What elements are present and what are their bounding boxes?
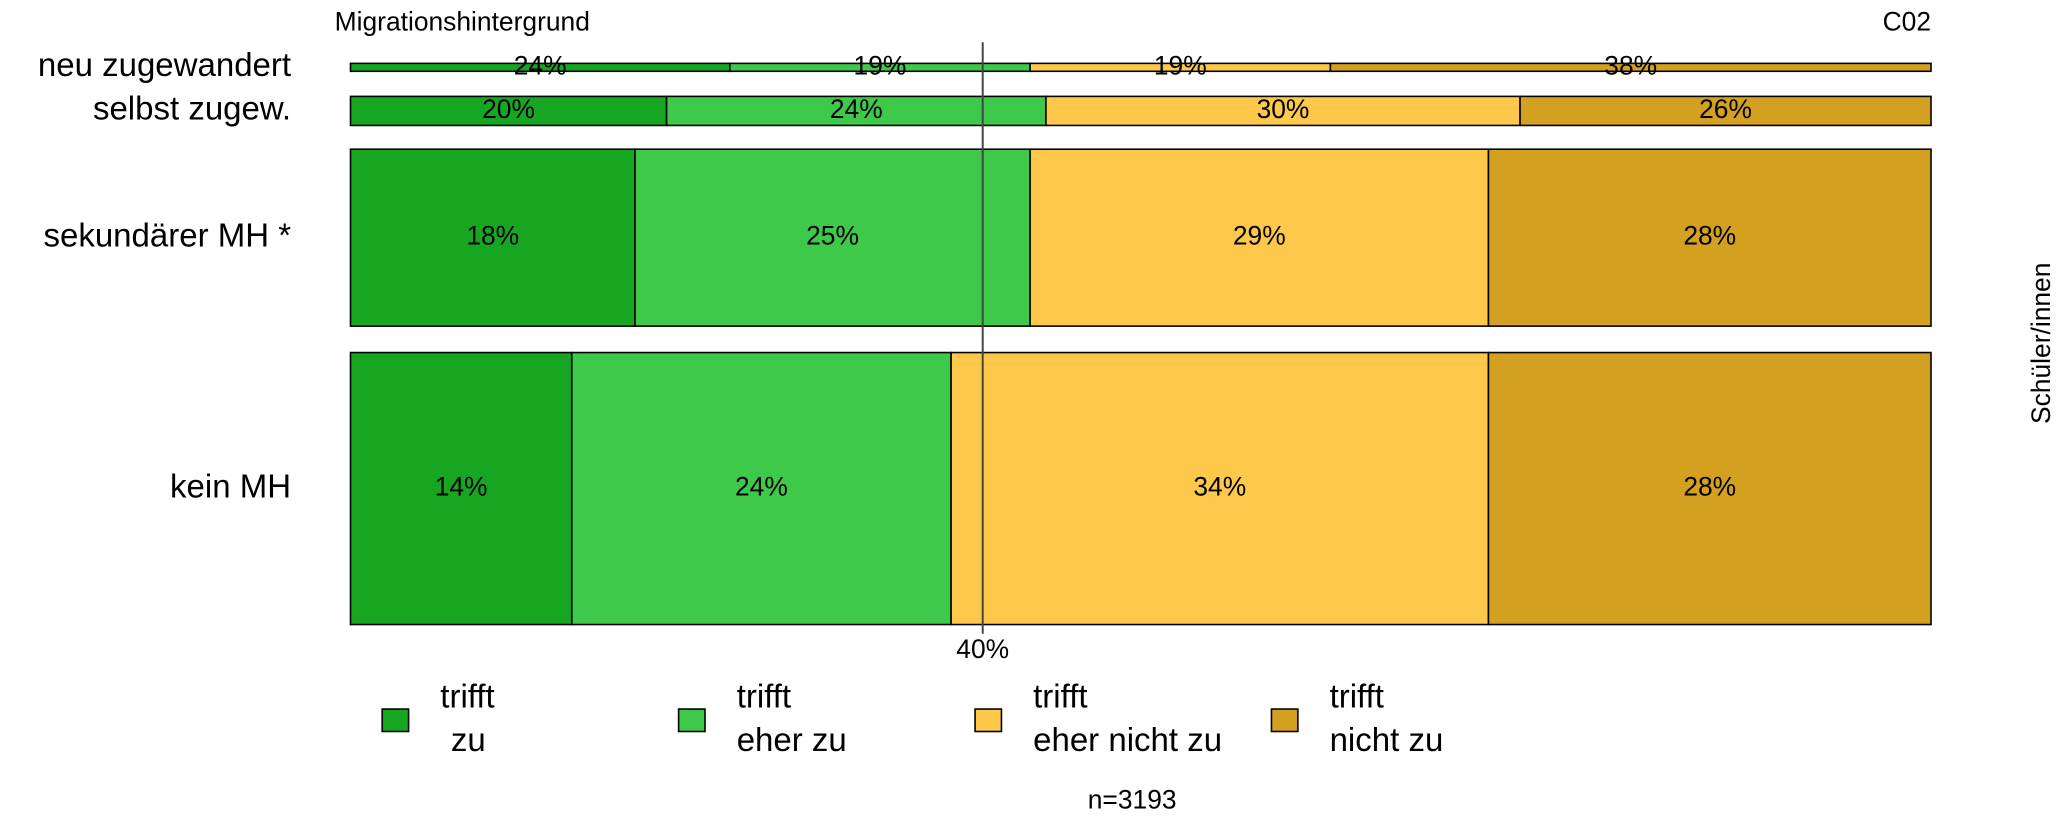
category-label: neu zugewandert (38, 46, 291, 83)
bar-segment (349, 148, 636, 327)
bar-segment (1045, 95, 1521, 127)
legend-swatch (974, 708, 1003, 733)
category-label: kein MH (170, 467, 291, 504)
bar-segment (1487, 351, 1932, 626)
subtitle: Migrationshintergrund (335, 7, 590, 37)
bar-segment (1329, 62, 1932, 73)
value-label: 24% (514, 50, 567, 80)
legend-label: trifft eher nicht zu (1033, 677, 1222, 758)
value-label: 29% (1233, 221, 1286, 251)
legend-label: trifft nicht zu (1330, 677, 1444, 758)
value-label: 30% (1257, 94, 1310, 124)
value-label: 25% (806, 221, 859, 251)
value-label: 34% (1193, 472, 1246, 502)
value-label: 19% (1154, 50, 1207, 80)
legend-swatch (381, 708, 410, 733)
value-label: 24% (830, 94, 883, 124)
value-label: 18% (466, 221, 519, 251)
legend-swatch (677, 708, 706, 733)
note: n=3193 (1088, 784, 1177, 814)
right-label: Schüler/innen (2026, 263, 2056, 424)
reference-label: 40% (956, 634, 1009, 664)
value-label: 20% (482, 94, 535, 124)
category-label: selbst zugew. (93, 90, 291, 127)
value-label: 24% (735, 472, 788, 502)
legend-label: trifft zu (440, 677, 494, 758)
value-label: 28% (1683, 221, 1736, 251)
value-label: 38% (1604, 50, 1657, 80)
code: C02 (1883, 7, 1931, 37)
legend-label: trifft eher zu (737, 677, 847, 758)
value-label: 28% (1683, 472, 1736, 502)
category-label: sekundärer MH * (43, 216, 291, 253)
value-label: 14% (435, 472, 488, 502)
value-label: 26% (1699, 94, 1752, 124)
bar-segment (1519, 95, 1932, 127)
bar-segment (634, 148, 1031, 327)
legend-swatch (1270, 708, 1299, 733)
bar-segment (1487, 148, 1932, 327)
bar-segment (570, 351, 952, 626)
bar-segment (1029, 148, 1490, 327)
value-label: 19% (854, 50, 907, 80)
bar-segment (950, 351, 1490, 626)
